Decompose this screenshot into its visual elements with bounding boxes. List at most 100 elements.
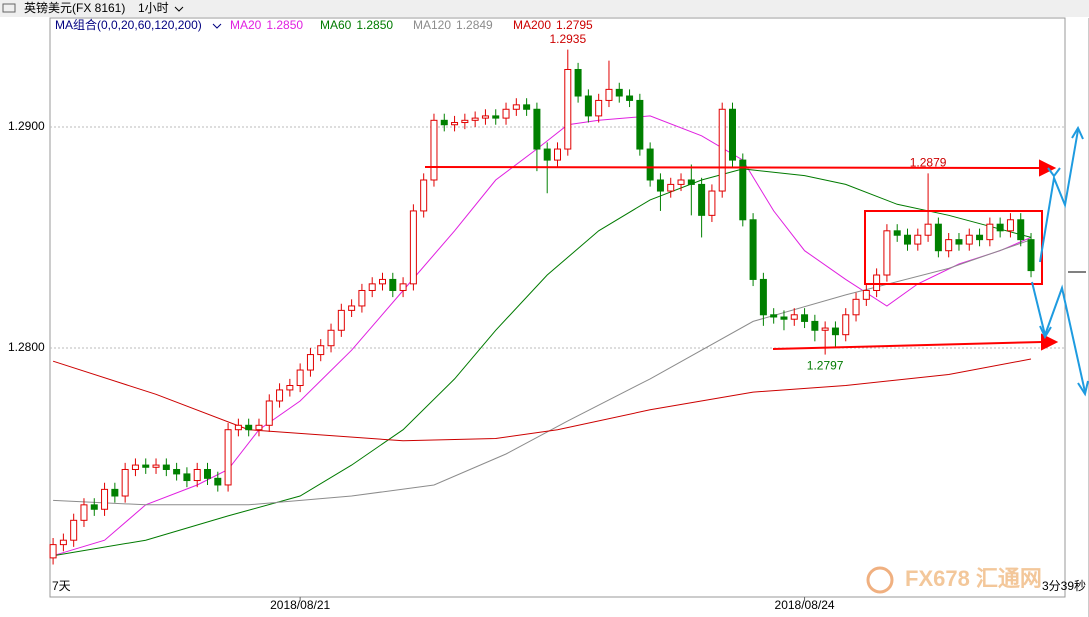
candle bbox=[656, 173, 664, 211]
candle-body bbox=[574, 68, 582, 97]
candle-body bbox=[492, 115, 500, 119]
candle-body bbox=[873, 274, 881, 291]
candle-body bbox=[255, 424, 263, 431]
candle-body bbox=[420, 179, 428, 212]
candle-body bbox=[512, 104, 520, 110]
candle bbox=[214, 471, 222, 492]
candle bbox=[512, 98, 520, 116]
candle bbox=[564, 49, 572, 156]
header-bar bbox=[0, 0, 1089, 17]
candle-body bbox=[502, 108, 510, 119]
legend-name: MA120 bbox=[413, 18, 451, 32]
candle-body bbox=[584, 95, 592, 117]
candle bbox=[152, 458, 160, 474]
candle-body bbox=[523, 104, 531, 110]
candle-body bbox=[996, 223, 1004, 232]
candle bbox=[523, 98, 531, 116]
candle-body bbox=[842, 314, 850, 336]
plot: 1.2800 1.2900 2018/08/21 2018/08/24 1.2935 1.… bbox=[8, 32, 1065, 612]
candle-body bbox=[348, 305, 356, 311]
legend-name: MA20 bbox=[230, 18, 262, 32]
candle-body bbox=[234, 424, 242, 431]
candle-body bbox=[986, 223, 994, 241]
candle-body bbox=[862, 289, 870, 300]
arrow-head bbox=[1039, 159, 1057, 177]
arrow-head bbox=[1041, 333, 1059, 351]
y-tick-label: 1.2800 bbox=[8, 340, 45, 354]
candle-body bbox=[327, 329, 335, 347]
candle bbox=[934, 217, 942, 258]
candle bbox=[646, 142, 654, 187]
candle-body bbox=[811, 320, 819, 331]
candle-body bbox=[358, 289, 366, 307]
y-tick-label: 1.2900 bbox=[8, 119, 45, 133]
candle bbox=[399, 277, 407, 298]
candle bbox=[193, 462, 201, 488]
candle bbox=[862, 283, 870, 306]
candle-body bbox=[759, 278, 767, 316]
candle-body bbox=[80, 504, 88, 521]
arrow-head bbox=[1039, 325, 1052, 340]
candle bbox=[636, 93, 644, 156]
candle bbox=[801, 308, 809, 329]
candle bbox=[162, 458, 170, 477]
candle bbox=[605, 60, 613, 108]
candle-body bbox=[934, 223, 942, 252]
candle-body bbox=[368, 283, 376, 291]
candle bbox=[1017, 213, 1025, 247]
arrow-head bbox=[1071, 125, 1084, 140]
candle-body bbox=[605, 88, 613, 101]
x-tick-label: 2018/08/24 bbox=[775, 598, 835, 612]
candle-body bbox=[306, 354, 314, 371]
high-label: 1.2935 bbox=[549, 32, 586, 46]
candle-body bbox=[667, 183, 675, 192]
ma-line bbox=[53, 168, 1032, 557]
legend-entry: MA120 1.2849 bbox=[413, 18, 493, 32]
candle bbox=[687, 164, 695, 216]
candle bbox=[255, 418, 263, 437]
candle bbox=[245, 418, 253, 437]
x-tick-label: 2018/08/21 bbox=[270, 598, 330, 612]
candle bbox=[955, 233, 963, 251]
candle bbox=[883, 224, 891, 282]
candle-body bbox=[687, 179, 695, 185]
candle bbox=[554, 142, 561, 167]
period[interactable]: 1小时 bbox=[138, 1, 169, 15]
arrow-head bbox=[1077, 380, 1089, 397]
symbol[interactable]: 英镑美元(FX 8161) bbox=[24, 0, 125, 15]
candle bbox=[49, 537, 57, 565]
resistance-line bbox=[424, 166, 1041, 169]
candle bbox=[337, 303, 345, 337]
candle bbox=[121, 462, 129, 503]
candle bbox=[729, 102, 736, 167]
candle bbox=[265, 394, 273, 432]
legend-value: 1.2849 bbox=[456, 18, 493, 32]
candle bbox=[770, 308, 778, 324]
candle-body bbox=[214, 477, 222, 486]
ma-group[interactable]: MA组合(0,0,20,60,120,200) bbox=[55, 17, 202, 32]
candle-body bbox=[965, 234, 973, 245]
candle-body bbox=[749, 219, 757, 280]
candle bbox=[965, 228, 973, 251]
down-path bbox=[1031, 281, 1086, 393]
candle-body bbox=[173, 468, 181, 475]
plot-frame bbox=[49, 17, 1066, 598]
candle bbox=[790, 308, 798, 326]
low-label: 1.2797 bbox=[807, 359, 844, 373]
candle-body bbox=[1017, 219, 1025, 241]
period-dropdown[interactable] bbox=[174, 6, 184, 12]
candle bbox=[111, 482, 119, 503]
candle-body bbox=[801, 314, 809, 322]
ma-dropdown[interactable] bbox=[212, 23, 222, 29]
candle-body bbox=[59, 539, 67, 546]
candle-body bbox=[224, 429, 232, 486]
candle bbox=[584, 89, 592, 123]
candle-body bbox=[70, 519, 78, 541]
ma-line bbox=[52, 358, 1032, 442]
candle-body bbox=[49, 544, 57, 559]
legend-value: 1.2850 bbox=[266, 18, 303, 32]
candle bbox=[708, 184, 716, 222]
range-label[interactable]: 7天 bbox=[52, 579, 71, 593]
candle-body bbox=[152, 464, 160, 468]
